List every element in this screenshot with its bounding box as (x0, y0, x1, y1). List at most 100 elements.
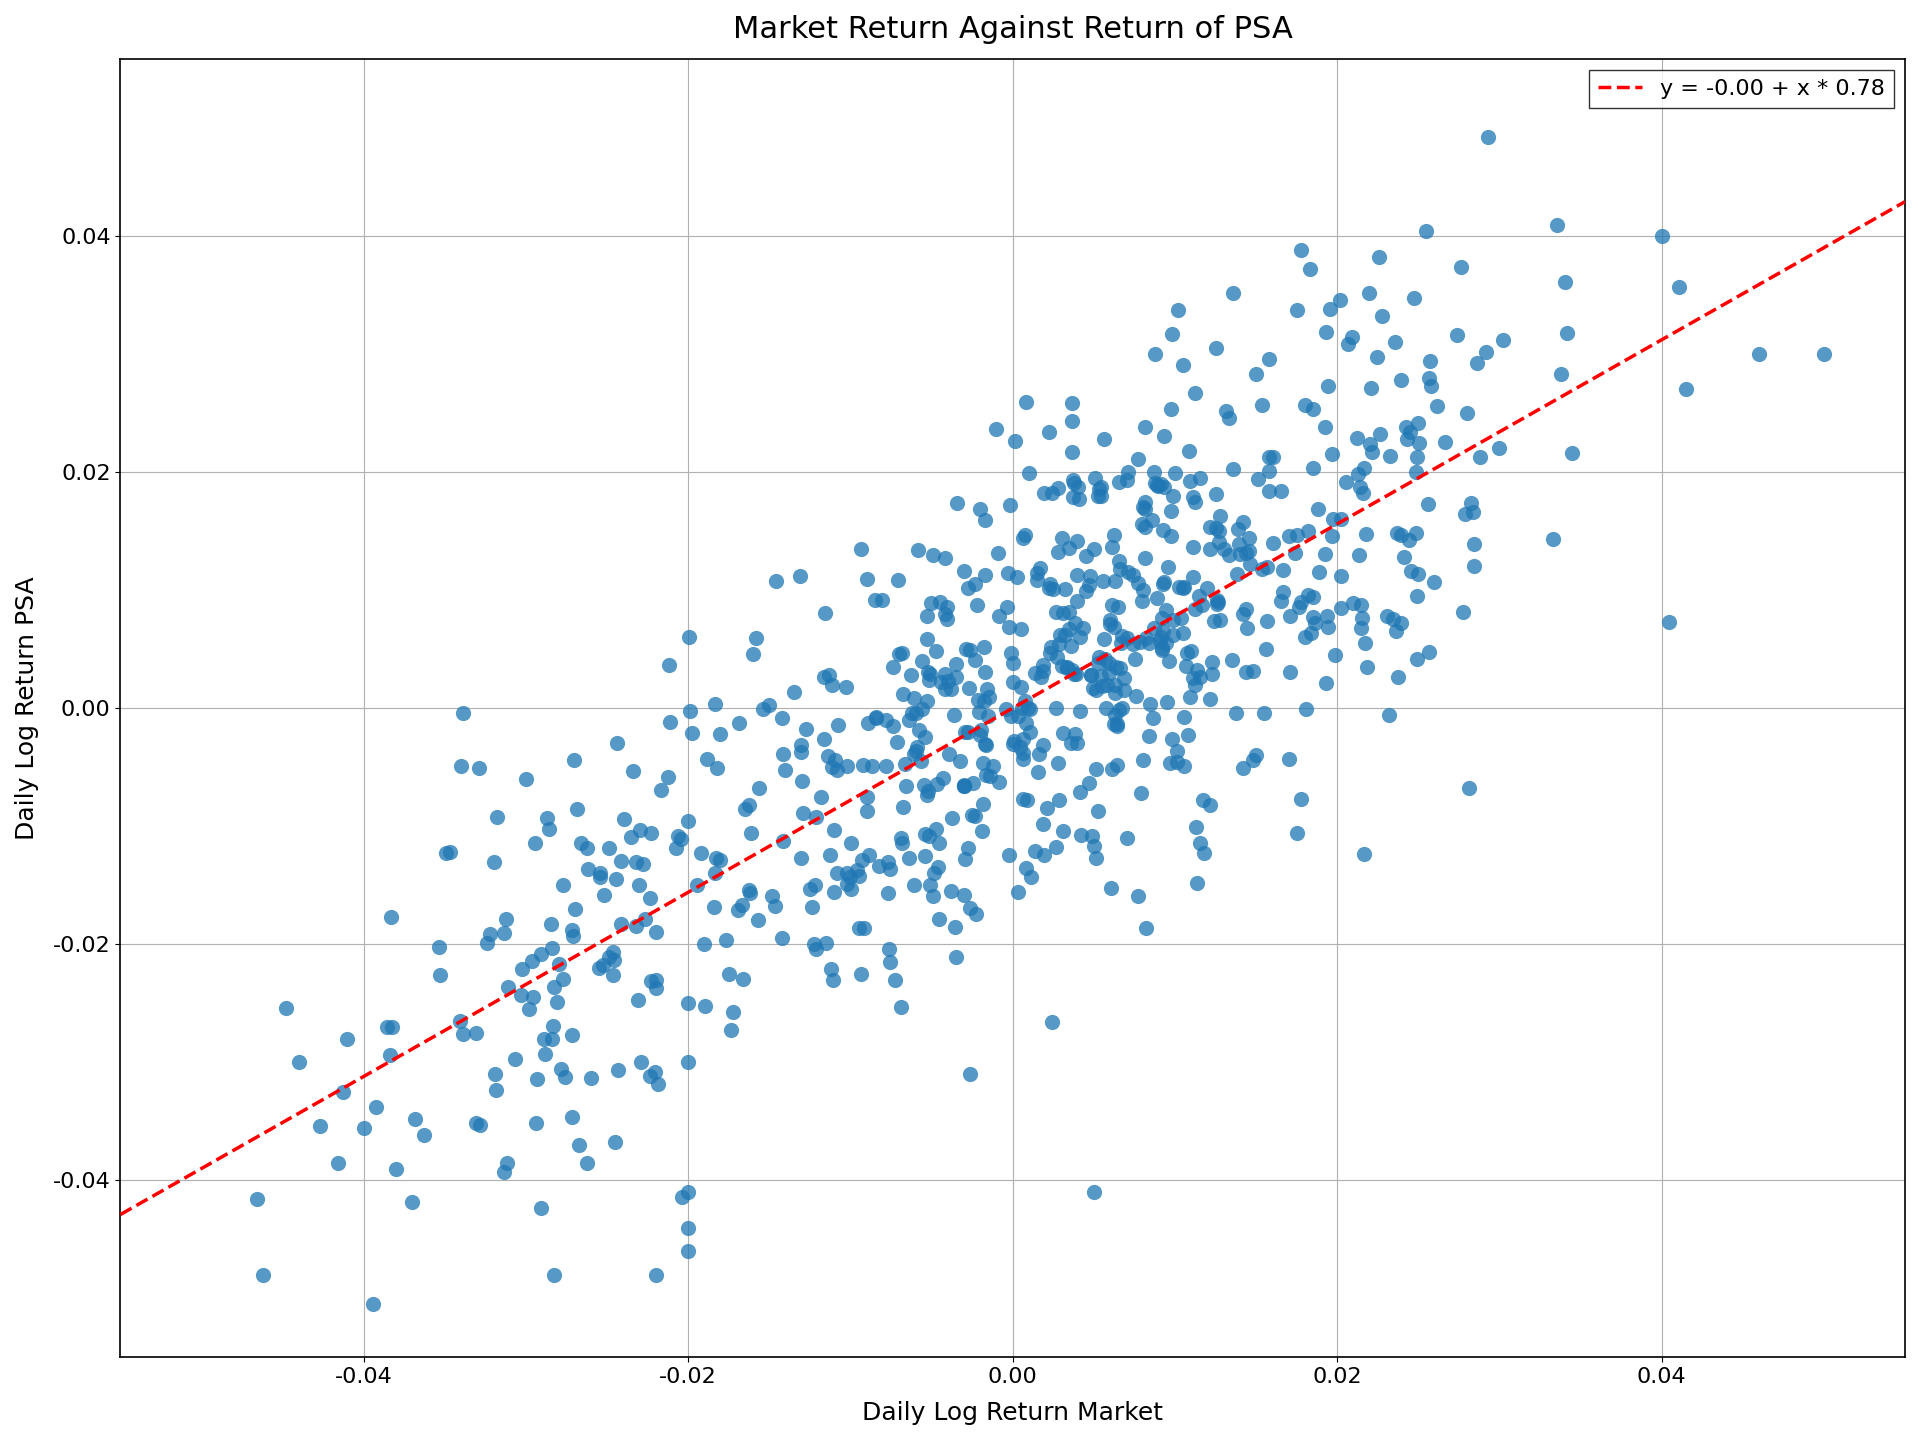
Point (1258, 445, 1288, 468)
Point (785, 740, 816, 763)
Point (1213, 543, 1244, 566)
Point (1223, 517, 1254, 540)
Point (948, 775, 979, 798)
Point (1094, 652, 1125, 675)
Point (1021, 569, 1052, 592)
Point (1062, 563, 1092, 586)
Point (1348, 481, 1379, 504)
Point (929, 603, 960, 626)
Point (1048, 721, 1079, 744)
Point (1012, 789, 1043, 812)
Point (1344, 475, 1375, 498)
Point (964, 497, 995, 520)
Point (601, 867, 632, 890)
Point (1127, 579, 1158, 602)
Point (801, 805, 831, 828)
Point (1298, 397, 1329, 420)
Point (1046, 526, 1077, 549)
Point (1317, 526, 1348, 549)
Point (1375, 444, 1405, 467)
Point (1175, 469, 1206, 492)
Point (1062, 662, 1092, 685)
Point (995, 844, 1025, 867)
Point (970, 635, 1000, 658)
Point (1413, 367, 1444, 390)
Point (1085, 484, 1116, 507)
Point (1129, 516, 1160, 539)
Point (1129, 491, 1160, 514)
Point (760, 894, 791, 917)
Point (1081, 757, 1112, 780)
Point (1056, 392, 1087, 415)
Point (520, 1112, 551, 1135)
Point (520, 1067, 551, 1090)
Point (845, 864, 876, 887)
Point (1056, 732, 1087, 755)
Point (1346, 606, 1377, 629)
Point (1104, 550, 1135, 573)
Point (1050, 577, 1081, 600)
Point (1283, 821, 1313, 844)
Point (1254, 480, 1284, 503)
Point (816, 958, 847, 981)
Point (1204, 504, 1235, 527)
Point (1309, 321, 1340, 344)
Point (1461, 351, 1492, 374)
Point (877, 714, 908, 737)
Point (1020, 840, 1050, 863)
Point (885, 827, 916, 850)
Point (1152, 556, 1183, 579)
Point (1031, 796, 1062, 819)
Point (662, 824, 693, 847)
Point (1653, 611, 1684, 634)
Point (430, 841, 461, 864)
Point (1131, 626, 1162, 649)
Point (492, 907, 522, 930)
Point (1192, 577, 1223, 600)
Point (641, 1263, 672, 1286)
Point (1194, 688, 1225, 711)
Point (799, 874, 829, 897)
Point (895, 664, 925, 687)
Point (1386, 369, 1417, 392)
Point (852, 711, 883, 734)
Point (816, 674, 847, 697)
Point (910, 822, 941, 845)
Point (906, 697, 937, 720)
Point (1185, 831, 1215, 854)
Point (1400, 287, 1430, 310)
Point (887, 831, 918, 854)
Point (480, 1079, 511, 1102)
Point (948, 883, 979, 906)
Point (737, 642, 768, 665)
Point (1066, 625, 1096, 648)
Point (874, 950, 904, 973)
Point (975, 765, 1006, 788)
Point (1171, 655, 1202, 678)
Point (323, 1152, 353, 1175)
Point (1317, 442, 1348, 465)
Point (1309, 543, 1340, 566)
Point (1008, 527, 1039, 550)
Point (1002, 880, 1033, 903)
Point (557, 1024, 588, 1047)
Point (599, 949, 630, 972)
Point (914, 874, 945, 897)
Point (589, 884, 620, 907)
Point (845, 963, 876, 986)
Point (1557, 442, 1588, 465)
Point (960, 648, 991, 671)
Point (954, 677, 985, 700)
Point (998, 429, 1029, 452)
Point (960, 805, 991, 828)
Point (1227, 511, 1258, 534)
Point (1809, 343, 1839, 366)
Point (701, 847, 732, 870)
Point (1043, 477, 1073, 500)
Point (1453, 776, 1484, 799)
Point (968, 752, 998, 775)
Point (1144, 629, 1175, 652)
Point (1052, 657, 1083, 680)
Point (1046, 654, 1077, 677)
Point (1083, 799, 1114, 822)
